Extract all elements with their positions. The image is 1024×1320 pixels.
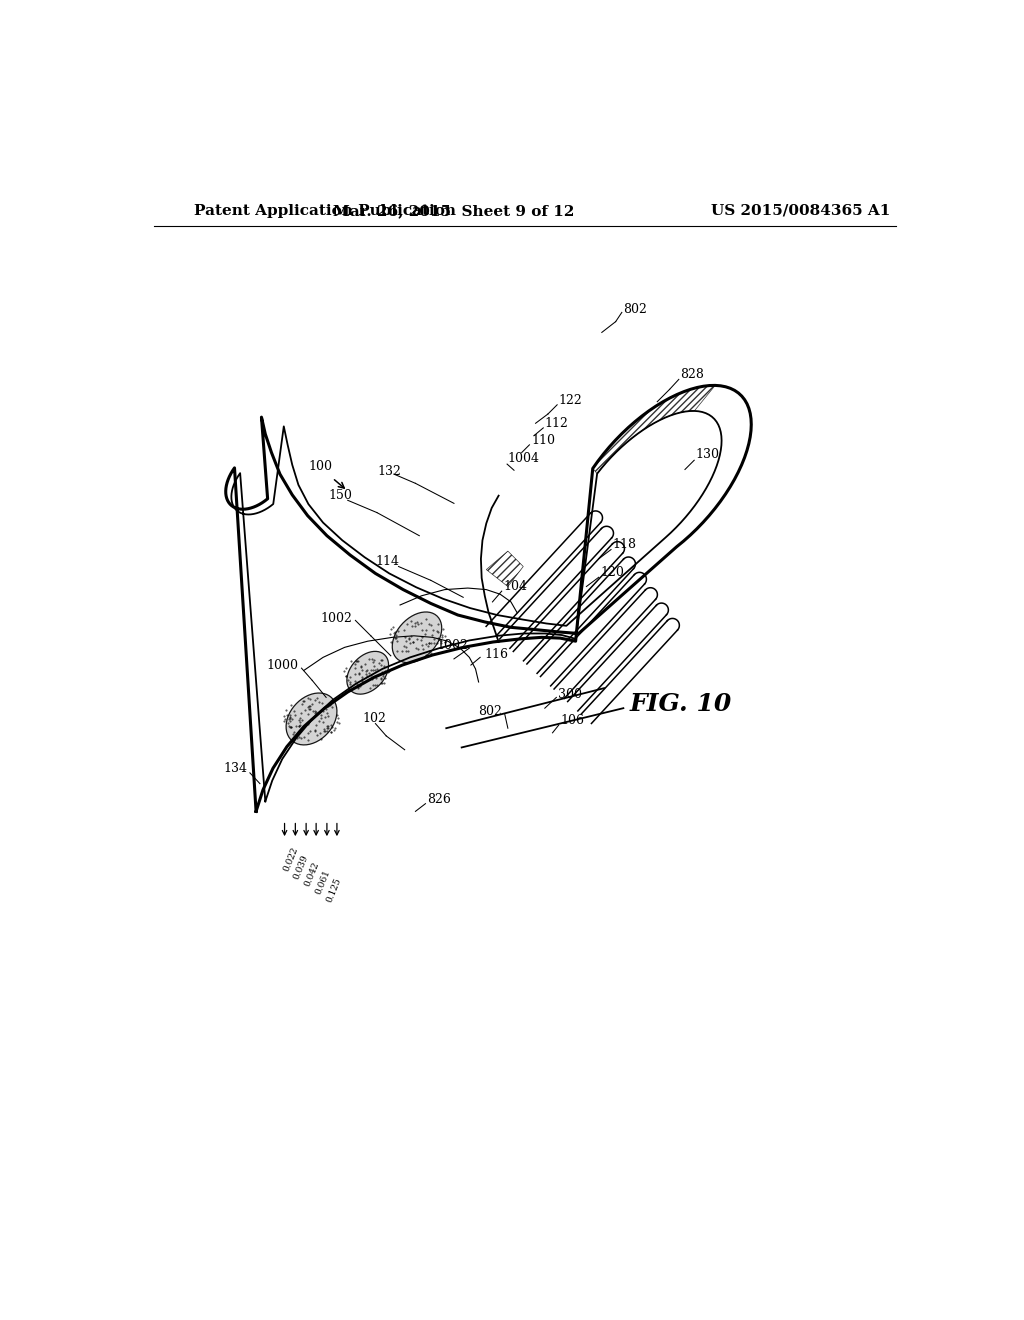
Text: 0.061: 0.061 — [313, 869, 332, 896]
Polygon shape — [286, 693, 337, 744]
Text: 120: 120 — [600, 566, 625, 579]
Text: US 2015/0084365 A1: US 2015/0084365 A1 — [711, 203, 890, 218]
Text: 112: 112 — [545, 417, 568, 430]
Text: 122: 122 — [559, 393, 583, 407]
Text: 132: 132 — [377, 465, 401, 478]
Text: 110: 110 — [531, 434, 555, 446]
Text: 0.022: 0.022 — [282, 846, 299, 873]
Text: FIG. 10: FIG. 10 — [629, 692, 731, 715]
Text: 0.042: 0.042 — [303, 861, 322, 888]
Text: 114: 114 — [376, 556, 399, 569]
Text: 134: 134 — [223, 762, 248, 775]
Text: Patent Application Publication: Patent Application Publication — [194, 203, 456, 218]
Text: Mar. 26, 2015  Sheet 9 of 12: Mar. 26, 2015 Sheet 9 of 12 — [333, 203, 574, 218]
Text: 300: 300 — [558, 688, 582, 701]
Text: 802: 802 — [624, 302, 647, 315]
Text: 1000: 1000 — [266, 659, 298, 672]
Text: 1002: 1002 — [321, 612, 352, 626]
Text: 104: 104 — [503, 579, 527, 593]
Text: 130: 130 — [695, 449, 720, 462]
Text: 150: 150 — [328, 490, 352, 502]
Polygon shape — [392, 612, 441, 663]
Text: 1004: 1004 — [508, 453, 540, 465]
Text: 826: 826 — [427, 792, 451, 805]
Text: 106: 106 — [560, 714, 585, 727]
Text: 0.125: 0.125 — [325, 876, 343, 904]
Text: 828: 828 — [680, 367, 705, 380]
Text: 118: 118 — [612, 539, 637, 552]
Text: 1002: 1002 — [436, 639, 468, 652]
Text: 116: 116 — [484, 648, 509, 661]
Text: 0.039: 0.039 — [292, 853, 310, 880]
Text: 102: 102 — [361, 713, 386, 726]
Text: 100: 100 — [308, 459, 332, 473]
Text: 802: 802 — [478, 705, 502, 718]
Polygon shape — [347, 651, 388, 694]
